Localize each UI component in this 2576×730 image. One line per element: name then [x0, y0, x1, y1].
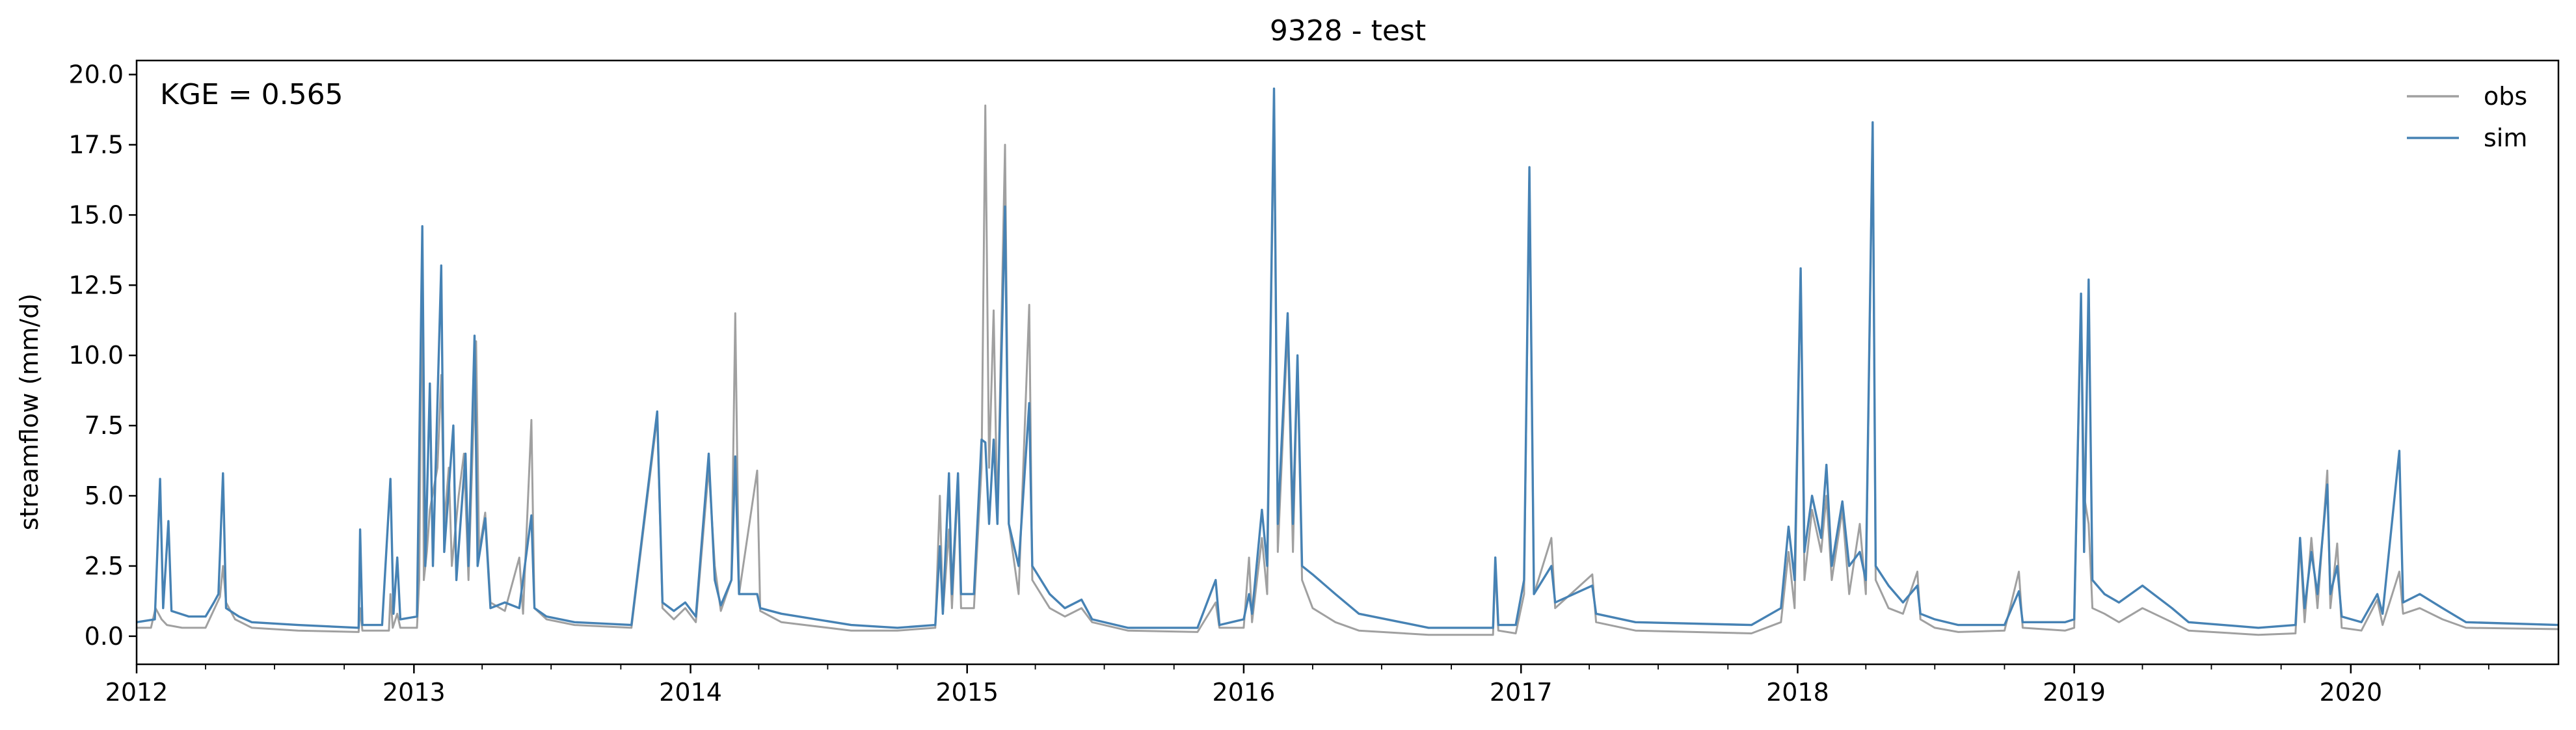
y-tick-label: 12.5 [68, 271, 124, 299]
y-axis-label: streamflow (mm/d) [15, 293, 44, 530]
x-tick-label: 2015 [935, 678, 999, 707]
series-line-obs [137, 93, 2559, 636]
y-tick-label: 10.0 [68, 341, 124, 370]
y-tick-label: 20.0 [68, 61, 124, 89]
kge-annotation: KGE = 0.565 [160, 78, 343, 111]
legend-label-obs: obs [2484, 82, 2527, 111]
legend-label-sim: sim [2484, 124, 2527, 152]
x-tick-label: 2019 [2043, 678, 2106, 707]
y-tick-label: 7.5 [85, 411, 124, 440]
x-tick-label: 2020 [2319, 678, 2382, 707]
x-tick-label: 2012 [105, 678, 168, 707]
series-line-sim [136, 87, 2559, 629]
y-tick-label: 17.5 [68, 130, 124, 159]
y-tick-label: 5.0 [85, 481, 124, 510]
x-tick-label: 2018 [1766, 678, 1829, 707]
series-lines [136, 87, 2559, 636]
x-tick-label: 2017 [1490, 678, 1553, 707]
x-tick-label: 2013 [382, 678, 446, 707]
x-tick-label: 2016 [1213, 678, 1276, 707]
x-tick-label: 2014 [659, 678, 722, 707]
legend: obs sim [2407, 82, 2527, 152]
chart-title: 9328 - test [1270, 14, 1426, 47]
y-tick-label: 15.0 [68, 200, 124, 229]
y-tick-label: 2.5 [85, 552, 124, 580]
plot-frame [135, 59, 2560, 666]
y-tick-label: 0.0 [85, 622, 124, 651]
tick-marks: 0.0 2.5 5.0 7.5 10.0 12.5 15.0 17.5 20.0 2012 2013… [68, 61, 2489, 707]
